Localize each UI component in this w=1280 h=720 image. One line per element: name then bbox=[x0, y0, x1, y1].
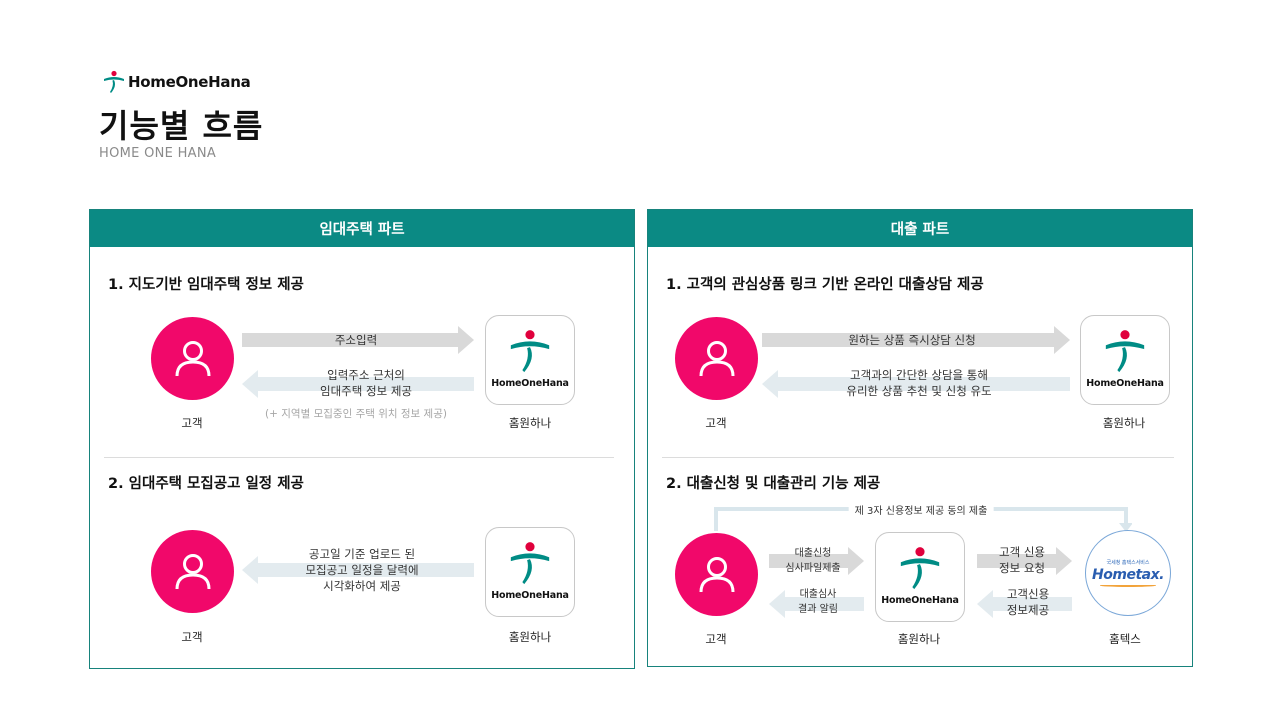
rental-section2-title: 2. 임대주택 모집공고 일정 제공 bbox=[108, 476, 304, 492]
homeonehana-app-box: HomeOneHana bbox=[875, 532, 965, 622]
customer-label: 고객 bbox=[181, 416, 203, 430]
hana-logo-icon bbox=[510, 330, 550, 373]
customer-avatar bbox=[675, 317, 758, 400]
customer-avatar bbox=[675, 533, 758, 616]
rental-info-label: 입력주소 근처의 임대주택 정보 제공 bbox=[320, 368, 412, 398]
app-label: 홈원하나 bbox=[897, 632, 941, 646]
hometax-swoosh-icon bbox=[1100, 584, 1156, 587]
person-icon bbox=[175, 340, 210, 376]
section-divider bbox=[662, 457, 1174, 458]
hana-logo-icon bbox=[510, 542, 550, 585]
section-divider bbox=[104, 457, 614, 458]
consent-label: 제 3자 신용정보 제공 동의 제출 bbox=[848, 502, 994, 517]
hometax-logo: 국세청 홈택스서비스 Hometax. bbox=[1085, 530, 1171, 616]
forward-arrow bbox=[762, 326, 1070, 354]
customer-avatar bbox=[151, 317, 234, 400]
rental-section1-title: 1. 지도기반 임대주택 정보 제공 bbox=[108, 277, 304, 293]
consult-request-label: 원하는 상품 즉시상담 신청 bbox=[848, 333, 976, 347]
app-label: 홈원하나 bbox=[1102, 416, 1146, 430]
back-arrow bbox=[762, 370, 1070, 398]
hometax-logo-text: Hometax. bbox=[1092, 567, 1164, 583]
app-name: HomeOneHana bbox=[881, 595, 959, 606]
rental-panel-header: 임대주택 파트 bbox=[90, 210, 634, 247]
person-icon bbox=[175, 553, 210, 589]
credit-provide-label: 고객신용 정보제공 bbox=[1006, 587, 1050, 617]
homeonehana-app-box: HomeOneHana bbox=[1080, 315, 1170, 405]
hana-logo-icon bbox=[104, 70, 124, 93]
loan-section2-title: 2. 대출신청 및 대출관리 기능 제공 bbox=[666, 476, 881, 492]
back-arrow bbox=[242, 556, 474, 584]
page-subtitle: HOME ONE HANA bbox=[99, 146, 217, 161]
consult-response-label: 고객과의 간단한 상담을 통해 유리한 상품 추천 및 신청 유도 bbox=[846, 368, 992, 398]
credit-request-arrow bbox=[977, 547, 1072, 575]
homeonehana-app-box: HomeOneHana bbox=[485, 315, 575, 405]
customer-label: 고객 bbox=[705, 416, 727, 430]
page-title: 기능별 흐름 bbox=[99, 107, 264, 145]
person-icon bbox=[699, 556, 734, 592]
hometax-label: 홈텍스 bbox=[1109, 632, 1141, 646]
customer-avatar bbox=[151, 530, 234, 613]
loan-panel: 대출 파트 1. 고객의 관심상품 링크 기반 온라인 대출상담 제공 고객 원… bbox=[647, 209, 1193, 667]
app-label: 홈원하나 bbox=[508, 416, 552, 430]
homeonehana-app-box: HomeOneHana bbox=[485, 527, 575, 617]
loan-apply-label: 대출신청 심사파일제출 bbox=[785, 548, 841, 574]
loan-apply-arrow bbox=[769, 547, 864, 575]
app-name: HomeOneHana bbox=[491, 378, 569, 389]
logo-text: HomeOneHana bbox=[128, 73, 251, 91]
customer-label: 고객 bbox=[181, 630, 203, 644]
app-name: HomeOneHana bbox=[1086, 378, 1164, 389]
hometax-sub-text: 국세청 홈택스서비스 bbox=[1106, 560, 1150, 566]
rental-info-note: (+ 지역별 모집중인 주택 위치 정보 제공) bbox=[265, 408, 447, 420]
credit-request-label: 고객 신용 정보 요청 bbox=[999, 545, 1045, 575]
loan-panel-header: 대출 파트 bbox=[648, 210, 1192, 247]
loan-result-label: 대출심사 결과 알림 bbox=[798, 589, 838, 615]
app-label: 홈원하나 bbox=[508, 630, 552, 644]
person-icon bbox=[699, 340, 734, 376]
hana-logo-icon bbox=[900, 547, 940, 590]
back-arrow bbox=[242, 370, 474, 398]
schedule-info-label: 공고일 기준 업로드 된 모집공고 일정을 달력에 시각화하여 제공 bbox=[305, 547, 419, 593]
loan-section1-title: 1. 고객의 관심상품 링크 기반 온라인 대출상담 제공 bbox=[666, 277, 984, 293]
brand-logo: HomeOneHana bbox=[102, 70, 251, 94]
rental-housing-panel: 임대주택 파트 1. 지도기반 임대주택 정보 제공 고객 주소입력 입력주소 … bbox=[89, 209, 635, 669]
forward-arrow bbox=[242, 326, 474, 354]
credit-provide-arrow bbox=[977, 590, 1072, 618]
app-name: HomeOneHana bbox=[491, 590, 569, 601]
address-input-label: 주소입력 bbox=[334, 333, 378, 347]
hana-logo-icon bbox=[1105, 330, 1145, 373]
customer-label: 고객 bbox=[705, 632, 727, 646]
loan-result-arrow bbox=[769, 590, 864, 618]
